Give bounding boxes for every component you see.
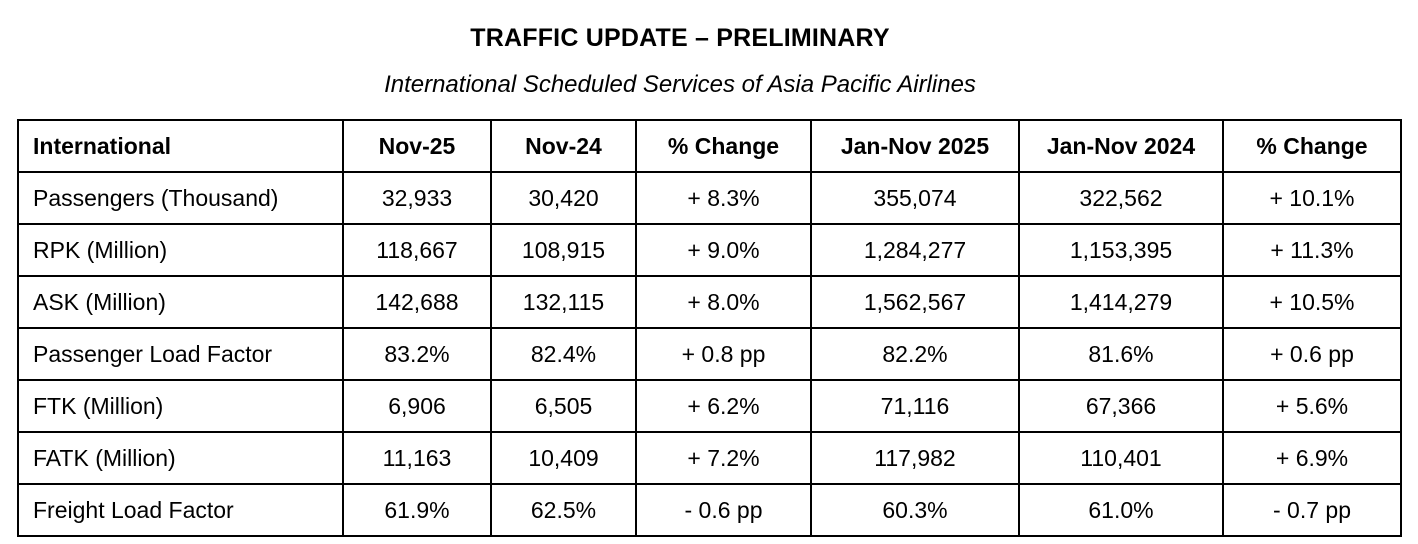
metric-value-cell: 11,163: [342, 431, 492, 485]
metric-value-cell: 132,115: [490, 275, 637, 329]
metric-value-cell: 6,906: [342, 379, 492, 433]
metric-value-cell: + 9.0%: [635, 223, 812, 277]
traffic-table-head: International Nov-25 Nov-24% Change Jan-Nov…: [17, 119, 1402, 173]
metric-label-cell: Passengers (Thousand): [17, 171, 344, 225]
page-subtitle: International Scheduled Services of Asia…: [384, 71, 976, 98]
column-header: International: [17, 119, 344, 173]
column-header: % Change: [635, 119, 812, 173]
metric-label-cell: FATK (Million): [17, 431, 344, 485]
metric-value-cell: 83.2%: [342, 327, 492, 381]
table-row: FTK (Million) 6,906 6,505 + 6.2% 71,116 67,36…: [17, 379, 1402, 433]
column-header: Nov-24: [490, 119, 637, 173]
heading-block: TRAFFIC UPDATE – PRELIMINARY Internation…: [0, 0, 1360, 99]
metric-value-cell: 30,420: [490, 171, 637, 225]
metric-value-cell: + 7.2%: [635, 431, 812, 485]
metric-value-cell: + 5.6%: [1222, 379, 1402, 433]
metric-label-cell: RPK (Million): [17, 223, 344, 277]
metric-label-cell: Freight Load Factor: [17, 483, 344, 537]
metric-value-cell: 61.9%: [342, 483, 492, 537]
metric-value-cell: 355,074: [810, 171, 1020, 225]
metric-value-cell: 71,116: [810, 379, 1020, 433]
column-header: Nov-25: [342, 119, 492, 173]
column-header: Jan-Nov 2025: [810, 119, 1020, 173]
metric-label-cell: FTK (Million): [17, 379, 344, 433]
table-row: ASK (Million) 142,688 132,115 + 8.0% 1,562,5…: [17, 275, 1402, 329]
table-row: RPK (Million) 118,667 108,915 + 9.0% 1,284,2…: [17, 223, 1402, 277]
metric-value-cell: + 8.0%: [635, 275, 812, 329]
metric-label-cell: Passenger Load Factor: [17, 327, 344, 381]
metric-value-cell: 10,409: [490, 431, 637, 485]
table-row: Passengers (Thousand) 32,933 30,420 + 8.3% 3…: [17, 171, 1402, 225]
metric-value-cell: 118,667: [342, 223, 492, 277]
table-row: Passenger Load Factor 83.2% 82.4% + 0.8 pp 8…: [17, 327, 1402, 381]
metric-value-cell: 110,401: [1018, 431, 1224, 485]
metric-value-cell: 82.2%: [810, 327, 1020, 381]
metric-value-cell: 1,153,395: [1018, 223, 1224, 277]
metric-value-cell: 1,414,279: [1018, 275, 1224, 329]
traffic-table: International Nov-25 Nov-24% Change Jan-Nov…: [17, 119, 1402, 537]
metric-value-cell: 62.5%: [490, 483, 637, 537]
header-row: International Nov-25 Nov-24% Change Jan-Nov…: [17, 119, 1402, 173]
metric-value-cell: + 8.3%: [635, 171, 812, 225]
metric-value-cell: 1,284,277: [810, 223, 1020, 277]
table-row: Freight Load Factor 61.9% 62.5% - 0.6 pp 60.…: [17, 483, 1402, 537]
metric-value-cell: 142,688: [342, 275, 492, 329]
metric-value-cell: 60.3%: [810, 483, 1020, 537]
metric-value-cell: + 10.1%: [1222, 171, 1402, 225]
metric-value-cell: + 0.8 pp: [635, 327, 812, 381]
column-header: Jan-Nov 2024: [1018, 119, 1224, 173]
column-header: % Change: [1222, 119, 1402, 173]
metric-value-cell: + 6.2%: [635, 379, 812, 433]
metric-value-cell: + 10.5%: [1222, 275, 1402, 329]
metric-value-cell: 81.6%: [1018, 327, 1224, 381]
metric-value-cell: + 6.9%: [1222, 431, 1402, 485]
metric-value-cell: 322,562: [1018, 171, 1224, 225]
page-title: TRAFFIC UPDATE – PRELIMINARY: [470, 24, 890, 52]
metric-value-cell: 32,933: [342, 171, 492, 225]
metric-value-cell: + 0.6 pp: [1222, 327, 1402, 381]
metric-value-cell: 1,562,567: [810, 275, 1020, 329]
metric-value-cell: 61.0%: [1018, 483, 1224, 537]
table-row: FATK (Million) 11,163 10,409 + 7.2% 117,982 1…: [17, 431, 1402, 485]
traffic-table-body: Passengers (Thousand) 32,933 30,420 + 8.3% 3…: [17, 171, 1402, 537]
metric-label-cell: ASK (Million): [17, 275, 344, 329]
metric-value-cell: 108,915: [490, 223, 637, 277]
metric-value-cell: 82.4%: [490, 327, 637, 381]
metric-value-cell: + 11.3%: [1222, 223, 1402, 277]
metric-value-cell: 67,366: [1018, 379, 1224, 433]
metric-value-cell: 6,505: [490, 379, 637, 433]
metric-value-cell: - 0.7 pp: [1222, 483, 1402, 537]
metric-value-cell: - 0.6 pp: [635, 483, 812, 537]
metric-value-cell: 117,982: [810, 431, 1020, 485]
